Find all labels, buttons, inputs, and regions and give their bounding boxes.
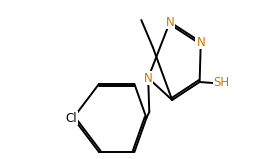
Text: SH: SH (214, 76, 230, 90)
Text: N: N (165, 15, 174, 28)
Text: Cl: Cl (66, 111, 77, 124)
Text: N: N (144, 72, 153, 84)
Text: N: N (196, 35, 205, 48)
